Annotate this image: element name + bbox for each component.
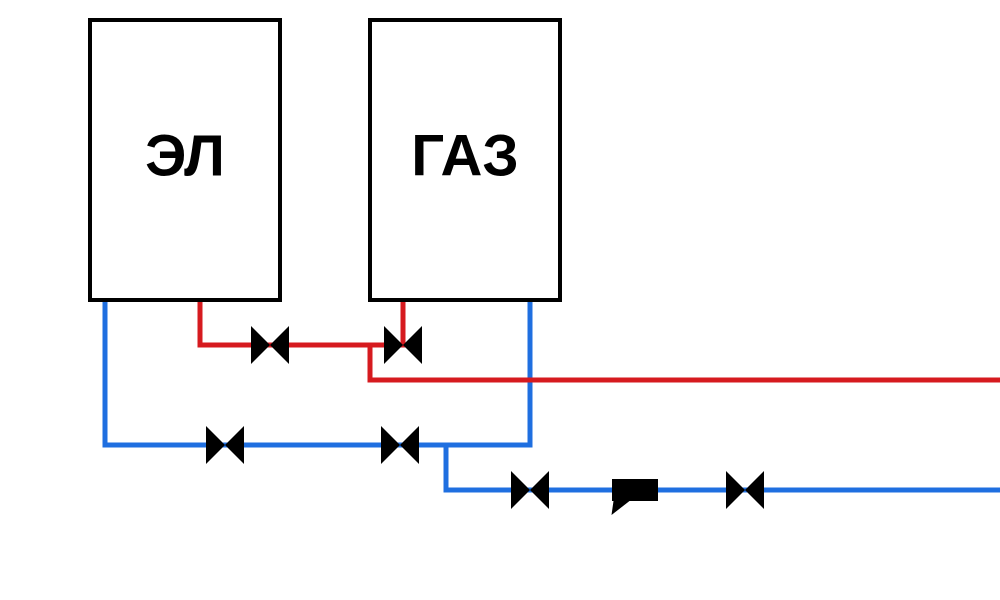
pump-icon [612,479,659,515]
valve-icon [381,426,419,464]
boiler-label: ЭЛ [145,123,225,188]
boilers: ЭЛ ГАЗ [90,20,560,300]
pipes [105,300,1000,490]
valve-icon [726,471,764,509]
valve-icon [251,326,289,364]
boiler-label: ГАЗ [411,123,518,188]
valves [206,326,764,509]
valve-icon [511,471,549,509]
heating-diagram: ЭЛ ГАЗ [0,0,1000,600]
boiler-electric: ЭЛ [90,20,280,300]
boiler-gas: ГАЗ [370,20,560,300]
hot-pipe [200,300,1000,380]
cold-pipe [446,300,530,445]
cold-pipe [105,300,1000,490]
valve-icon [206,426,244,464]
